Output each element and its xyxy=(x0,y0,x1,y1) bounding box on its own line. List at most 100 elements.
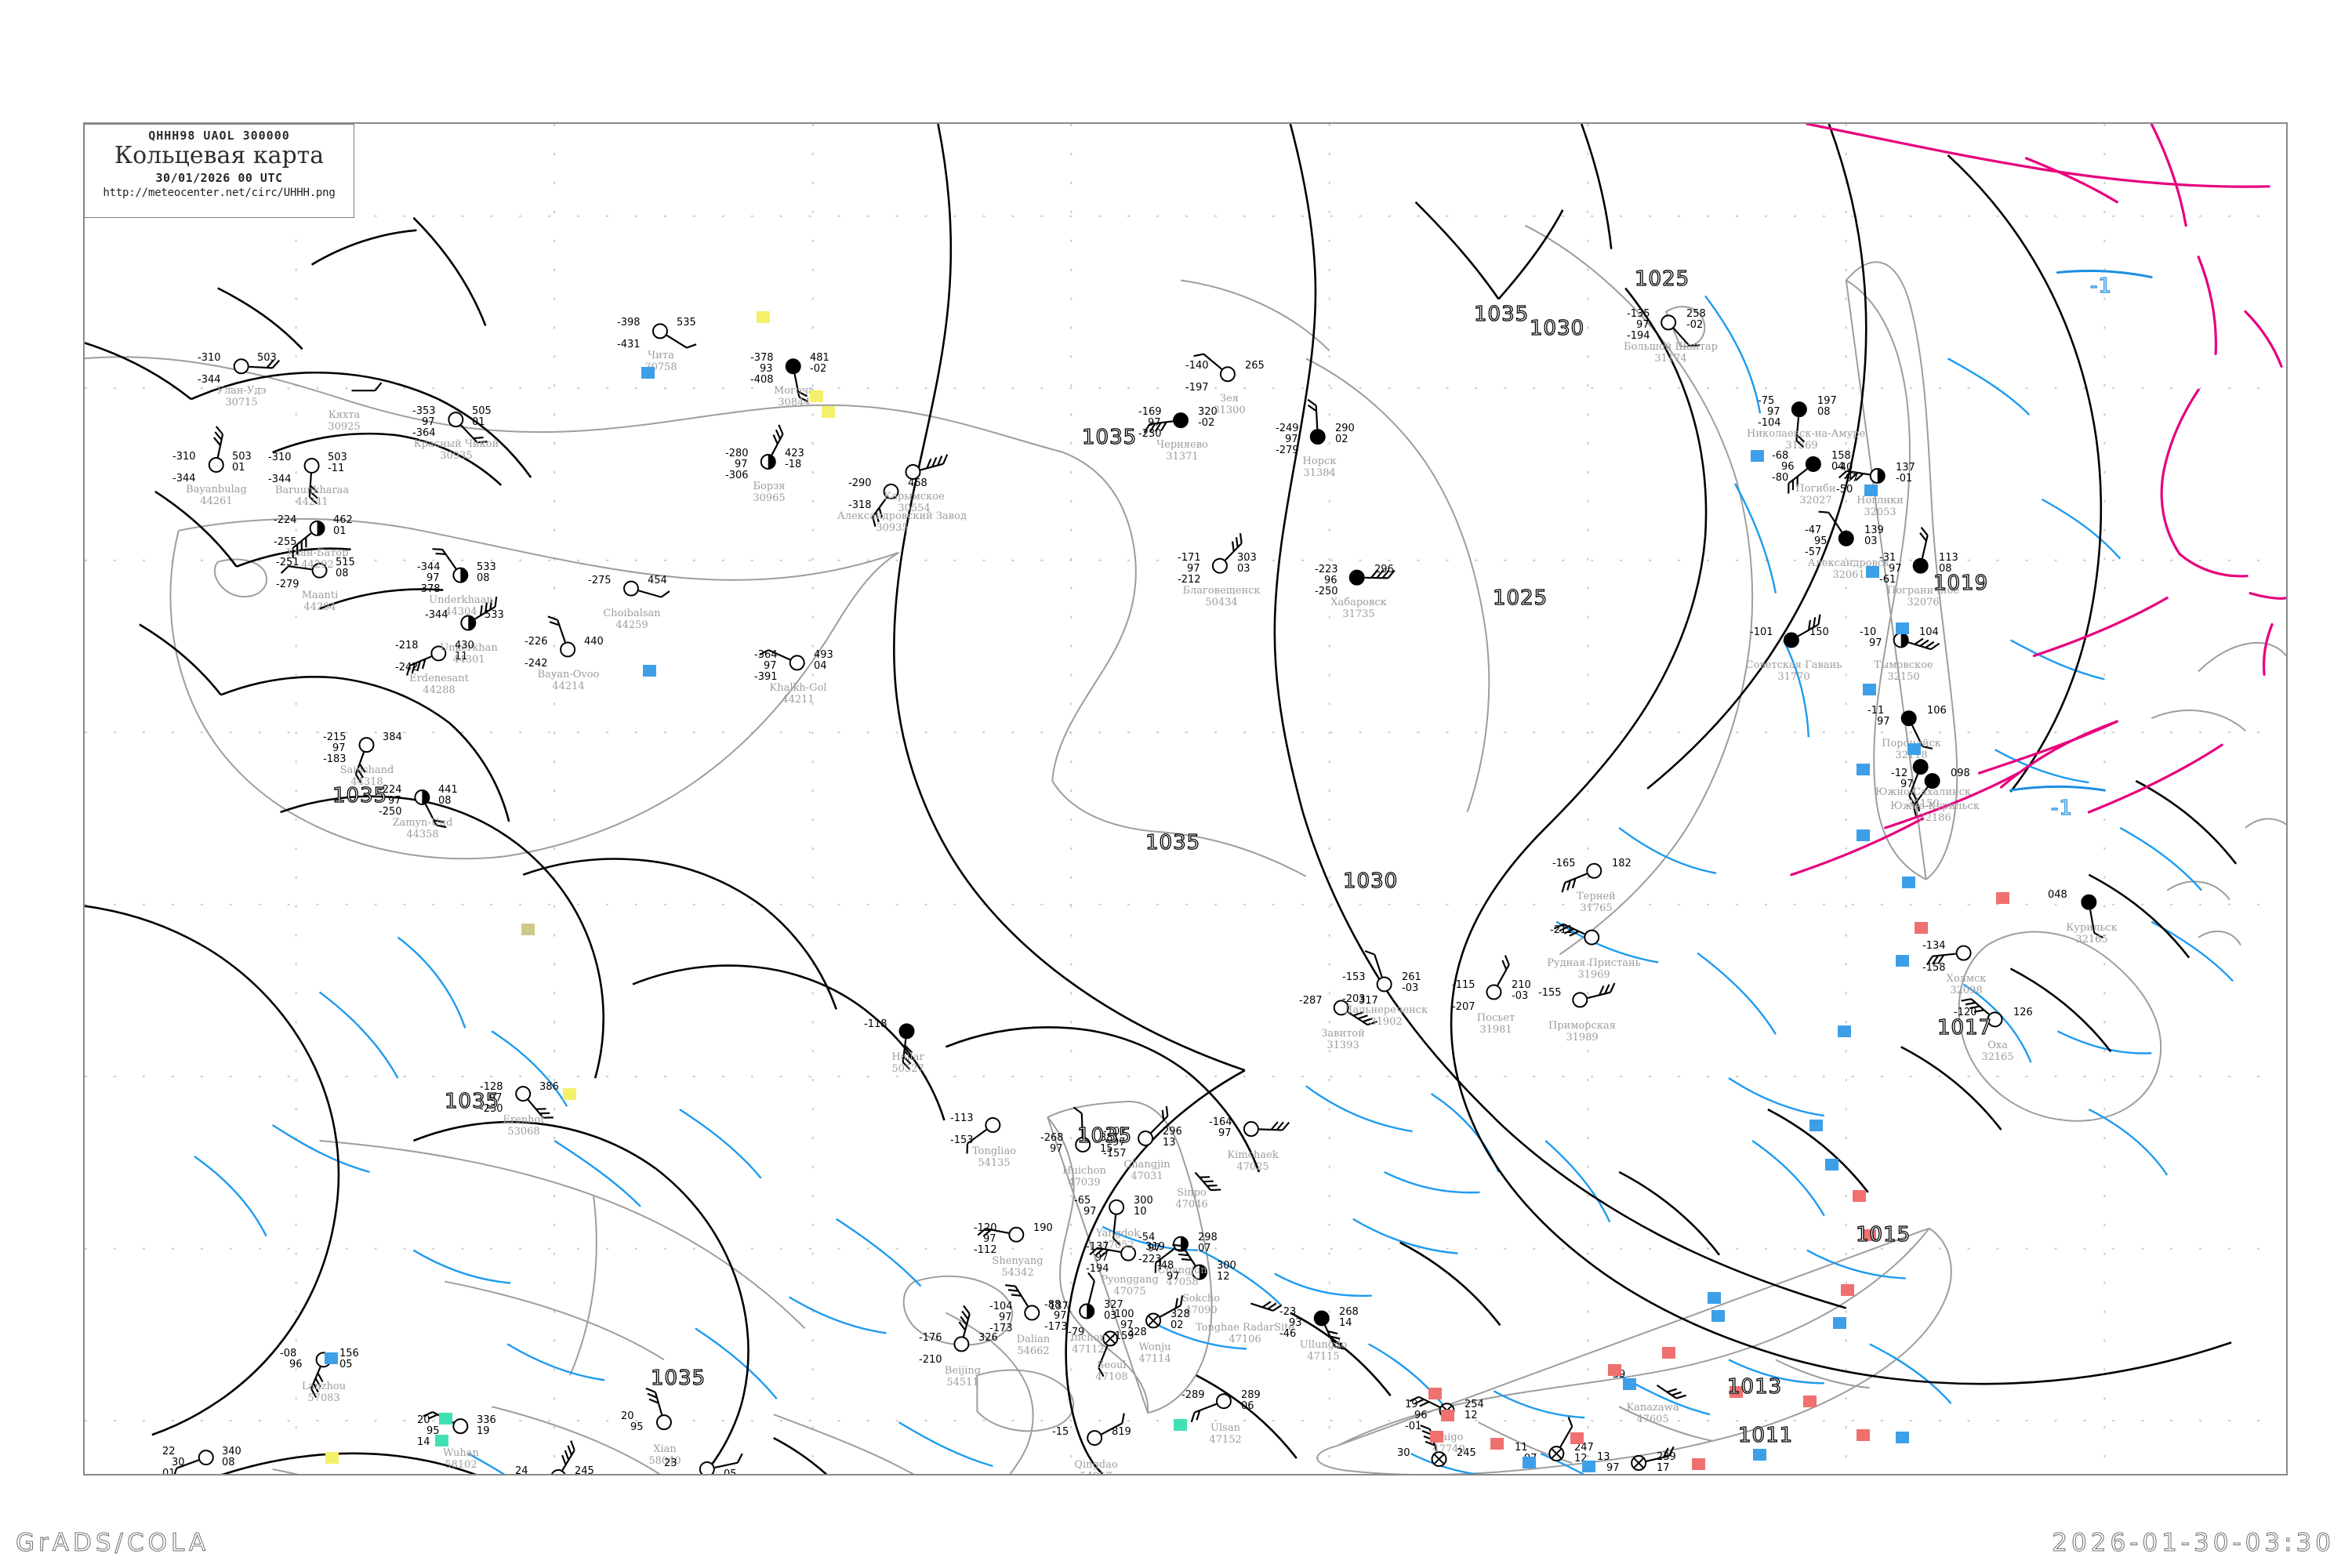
station-plot[interactable] xyxy=(1005,1284,1040,1321)
map-frame[interactable]: Кяхта 30925 -353 -364 97 505 01 Красный Чикой 30… xyxy=(83,122,2288,1475)
station-plot[interactable] xyxy=(351,382,383,392)
station-plot[interactable] xyxy=(645,1387,672,1431)
wind-barb-shaft xyxy=(176,1459,199,1469)
station-plot[interactable] xyxy=(354,737,375,784)
station-plot[interactable] xyxy=(1109,1199,1125,1247)
station-plot[interactable] xyxy=(1900,710,1933,750)
station-plot[interactable] xyxy=(1348,569,1396,586)
station-plot[interactable] xyxy=(460,596,498,631)
station-plot[interactable] xyxy=(1631,1446,1675,1472)
station-plot[interactable] xyxy=(173,1450,214,1474)
present-weather-marker-rain xyxy=(1841,1284,1854,1296)
station-plot[interactable] xyxy=(233,358,281,375)
station-plot[interactable] xyxy=(310,1352,332,1398)
station-plot[interactable] xyxy=(1893,632,1940,651)
station-plot[interactable] xyxy=(1364,949,1392,993)
present-weather-marker-snow xyxy=(1863,684,1876,695)
station-plot[interactable] xyxy=(699,1453,743,1474)
station-plot[interactable] xyxy=(1961,998,2003,1028)
station-plot[interactable] xyxy=(871,483,899,527)
station-plot[interactable] xyxy=(652,323,697,349)
station-plot[interactable] xyxy=(547,615,576,658)
wind-barb-shaft xyxy=(1846,470,1871,476)
wind-barb-feather xyxy=(1381,569,1390,579)
wind-barb-feather xyxy=(1969,1005,1980,1010)
station-temperature: -101 xyxy=(1750,626,1773,638)
station-plot[interactable] xyxy=(280,562,328,579)
station-plot[interactable] xyxy=(1912,773,1940,816)
station-plot[interactable] xyxy=(1486,955,1510,1000)
station-plot[interactable] xyxy=(1211,532,1243,574)
station-id: 44259 xyxy=(615,619,648,631)
station-plot[interactable] xyxy=(966,1117,1001,1154)
station-dewpoint: -230 xyxy=(1138,428,1162,440)
station-plot[interactable] xyxy=(1838,467,1886,484)
wind-barb-shaft xyxy=(292,532,312,549)
wind-barb-feather xyxy=(1387,569,1396,579)
station-plot[interactable] xyxy=(977,1226,1025,1243)
station-plot[interactable] xyxy=(406,645,447,676)
station-plot[interactable] xyxy=(1926,945,1972,966)
station-plot[interactable] xyxy=(953,1305,971,1352)
station-plot[interactable] xyxy=(292,520,325,558)
station-plot[interactable] xyxy=(905,454,949,480)
station-name-label: Wuhan 58102 xyxy=(406,1447,516,1472)
station-plot[interactable] xyxy=(785,358,809,403)
station-plot[interactable] xyxy=(303,458,320,505)
station-plot[interactable] xyxy=(515,1086,554,1119)
present-weather-marker-snow xyxy=(1753,1449,1766,1461)
station-pressure: 505 xyxy=(472,405,492,417)
station-plot[interactable] xyxy=(1079,1272,1095,1319)
station-plot[interactable] xyxy=(1243,1121,1290,1137)
station-plot[interactable] xyxy=(1818,510,1854,546)
station-plot[interactable] xyxy=(414,789,447,829)
station-plot[interactable] xyxy=(432,548,469,583)
station-plot[interactable] xyxy=(1190,1393,1232,1423)
station-plot[interactable] xyxy=(448,412,488,444)
station-plot[interactable] xyxy=(1307,398,1326,445)
station-name: Борзя xyxy=(753,481,786,492)
station-plot[interactable] xyxy=(1073,1106,1091,1152)
station-plot[interactable] xyxy=(550,1440,575,1474)
station-id: 32027 xyxy=(1799,494,1832,506)
station-plot[interactable] xyxy=(208,426,224,473)
station-plot[interactable] xyxy=(1193,353,1236,383)
station-plot[interactable] xyxy=(1143,412,1189,434)
weather-map-canvas[interactable] xyxy=(85,124,2286,1474)
station-plot[interactable] xyxy=(1783,614,1821,648)
station-plot[interactable] xyxy=(1145,1295,1184,1329)
station-plot[interactable] xyxy=(1098,1330,1119,1377)
station-plot[interactable] xyxy=(759,649,805,671)
station-plot[interactable] xyxy=(1548,1417,1573,1462)
station-plot[interactable] xyxy=(1172,1243,1207,1280)
station-plot[interactable] xyxy=(1250,1301,1283,1312)
station-dewpoint: -391 xyxy=(754,671,778,683)
station-pressure: 239 xyxy=(1657,1451,1676,1463)
station-plot[interactable] xyxy=(1409,1396,1455,1419)
station-plot[interactable] xyxy=(1788,456,1821,494)
wind-barb-feather xyxy=(1207,1184,1218,1187)
station-temperature: -102 xyxy=(1103,1126,1127,1138)
station-plot[interactable] xyxy=(1912,526,1929,574)
wind-barb-shaft xyxy=(1672,328,1690,347)
station-plot[interactable] xyxy=(1087,1413,1125,1446)
station-plot-layer[interactable] xyxy=(173,314,2104,1474)
isobar-label: 1015 xyxy=(1855,1222,1911,1247)
station-plot[interactable] xyxy=(1561,862,1602,893)
station-plot[interactable] xyxy=(898,1023,915,1070)
station-plot[interactable] xyxy=(1333,1000,1377,1026)
station-plot[interactable] xyxy=(2081,894,2104,939)
station-plot[interactable] xyxy=(760,424,784,470)
station-plot[interactable] xyxy=(1089,1245,1137,1261)
station-plot[interactable] xyxy=(1661,314,1700,347)
station-plot[interactable] xyxy=(1194,1171,1221,1192)
station-plot[interactable] xyxy=(1791,401,1807,448)
station-plot[interactable] xyxy=(1553,923,1600,946)
station-plot[interactable] xyxy=(1908,759,1929,806)
station-plot[interactable] xyxy=(1572,982,1616,1008)
station-plot[interactable] xyxy=(1138,1105,1169,1146)
station-plot[interactable] xyxy=(1656,1384,1686,1399)
station-plot[interactable] xyxy=(623,580,670,598)
station-plot[interactable] xyxy=(1154,1236,1189,1273)
station-plot[interactable] xyxy=(1313,1310,1345,1350)
